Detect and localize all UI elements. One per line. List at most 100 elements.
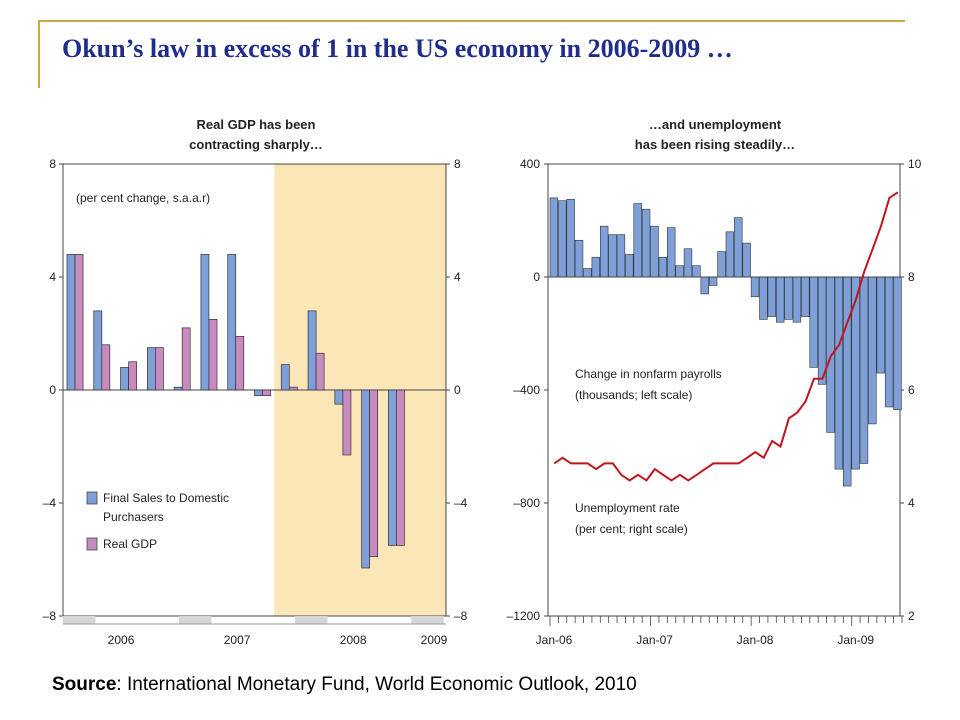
bar-final-sales (280, 364, 290, 391)
y-tick-label-left: –8 (43, 609, 57, 623)
bar-real-gdp (235, 335, 245, 391)
y-tick-label-left: –4 (43, 496, 57, 510)
x-tick-label: 2006 (108, 633, 135, 647)
legend-label: Real GDP (103, 537, 157, 551)
bar-real-gdp (74, 254, 84, 391)
unit-annotation: (per cent change, s.a.a.r) (76, 191, 210, 205)
bar-final-sales (173, 386, 183, 391)
bar-final-sales (93, 310, 103, 391)
gdp-bar-chart: Real GDP has been contracting sharply… 8 8 4… (43, 117, 468, 647)
bar-payrolls (583, 268, 592, 278)
bar-payrolls (784, 276, 793, 320)
y-tick-label-left: –400 (513, 383, 540, 397)
bar-payrolls (834, 276, 844, 470)
legend-swatch (86, 537, 98, 551)
chart-title-line: …and unemployment (649, 117, 782, 132)
bar-payrolls (675, 265, 684, 278)
bar-payrolls (826, 276, 835, 433)
bar-final-sales (227, 254, 237, 391)
bar-payrolls (792, 276, 802, 323)
bar-real-gdp (262, 389, 271, 397)
y-tick-label-right: 4 (454, 270, 461, 284)
year-band-marker (295, 616, 328, 624)
series-label-payrolls: (thousands; left scale) (575, 388, 692, 402)
bar-payrolls (868, 276, 877, 425)
bar-payrolls (558, 200, 567, 278)
bar-payrolls (876, 276, 885, 374)
bar-real-gdp (288, 386, 298, 391)
y-tick-label-right: 10 (908, 157, 922, 171)
y-tick-label-left: 8 (49, 157, 56, 171)
source-note: Source: International Monetary Fund, Wor… (52, 674, 637, 696)
y-tick-label-left: –1200 (507, 609, 541, 623)
bar-final-sales (361, 389, 371, 569)
y-tick-label-right: 8 (454, 157, 461, 171)
bar-real-gdp (155, 347, 164, 391)
bar-payrolls (742, 242, 751, 278)
bar-payrolls (616, 234, 626, 278)
chart-title-line: contracting sharply… (189, 137, 323, 152)
bar-payrolls (801, 276, 810, 317)
x-tick-label: 2008 (340, 633, 367, 647)
payrolls-unemployment-chart: …and unemployment has been rising steadil… (507, 117, 922, 647)
title-rule-vertical (38, 20, 40, 88)
y-tick-label-left: 400 (520, 157, 540, 171)
bar-final-sales (334, 389, 344, 405)
bar-payrolls (625, 254, 634, 278)
bar-payrolls (775, 276, 785, 323)
bar-payrolls (843, 276, 852, 487)
x-tick-label: Jan-08 (737, 633, 774, 647)
x-tick-label: 2007 (224, 633, 251, 647)
bar-payrolls (725, 231, 735, 278)
legend-label: Final Sales to Domestic (103, 491, 229, 505)
y-tick-label-left: 4 (49, 270, 56, 284)
bar-payrolls (759, 276, 768, 320)
bar-final-sales (307, 310, 317, 391)
bar-payrolls (708, 276, 718, 286)
y-tick-label-left: 0 (533, 270, 540, 284)
bar-payrolls (658, 256, 668, 278)
bar-payrolls (700, 276, 709, 295)
year-band-marker (179, 616, 212, 624)
y-tick-label-right: 2 (908, 609, 915, 623)
bar-final-sales (66, 254, 76, 391)
title-rule-horizontal (40, 20, 905, 22)
bar-payrolls (750, 276, 760, 298)
x-tick-label: Jan-09 (837, 633, 874, 647)
y-tick-label-right: 0 (454, 383, 461, 397)
bar-payrolls (767, 276, 776, 317)
bar-final-sales (120, 367, 129, 391)
y-tick-label-right: 4 (908, 496, 915, 510)
bar-real-gdp (369, 389, 379, 558)
bar-payrolls (650, 225, 659, 278)
year-band-marker (63, 616, 96, 624)
legend-label: Purchasers (103, 510, 164, 524)
bar-payrolls (692, 265, 701, 278)
chart-title-line: has been rising steadily… (635, 137, 795, 152)
bar-payrolls (809, 276, 818, 368)
year-band-marker (411, 616, 444, 624)
bar-final-sales (146, 347, 156, 391)
source-label: Source (52, 674, 117, 695)
y-tick-label-right: 8 (908, 270, 915, 284)
bar-real-gdp (396, 389, 405, 546)
y-tick-label-right: 6 (908, 383, 915, 397)
source-text: : International Monetary Fund, World Eco… (116, 674, 637, 695)
x-tick-label: Jan-06 (536, 633, 573, 647)
bar-payrolls (566, 199, 575, 278)
chart-title-line: Real GDP has been (197, 117, 316, 132)
bar-payrolls (667, 227, 676, 278)
slide-title: Okun’s law in excess of 1 in the US econ… (62, 34, 733, 63)
legend-swatch (86, 491, 98, 505)
bar-payrolls (717, 251, 726, 278)
bar-payrolls (641, 208, 651, 278)
bar-payrolls (608, 234, 617, 278)
unemployment-line (553, 191, 899, 482)
bar-payrolls (734, 217, 743, 278)
x-tick-label: 2009 (421, 633, 448, 647)
series-label-unemployment: Unemployment rate (575, 501, 680, 515)
bar-payrolls (599, 225, 609, 278)
y-tick-label-left: 0 (49, 383, 56, 397)
bar-payrolls (591, 256, 600, 278)
bar-payrolls (817, 276, 827, 385)
